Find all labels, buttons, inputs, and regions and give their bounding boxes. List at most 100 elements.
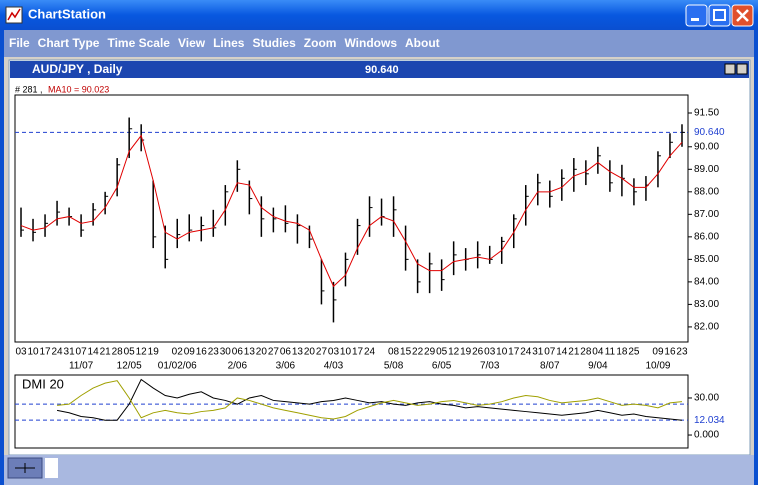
bar-count: # 281 , xyxy=(15,84,43,94)
x-tick-label: 12 xyxy=(448,347,460,358)
x-tick-label: 12 xyxy=(136,347,148,358)
x-tick-label: 07 xyxy=(76,347,88,358)
x-tick-label: 04 xyxy=(592,347,604,358)
minimize-icon xyxy=(691,18,699,21)
x-tick-label: 09 xyxy=(652,347,664,358)
x-tick-label: 28 xyxy=(580,347,592,358)
y-tick-label: 86.00 xyxy=(694,231,719,242)
x-tick-label: 07 xyxy=(544,347,556,358)
y-tick-label: 87.00 xyxy=(694,209,719,220)
y-tick-label: 85.00 xyxy=(694,254,719,265)
ma-line xyxy=(20,134,683,288)
price-plot-frame xyxy=(14,94,689,343)
close-chart-button[interactable] xyxy=(736,63,748,75)
dmi-line xyxy=(57,380,683,420)
x-tick-label: 21 xyxy=(100,347,112,358)
y-tick-label: 0.000 xyxy=(694,430,719,441)
x-tick-label: 31 xyxy=(64,347,76,358)
y-tick-label: 84.00 xyxy=(694,277,719,288)
x-tick-label: 05 xyxy=(124,347,136,358)
y-tick-label: 83.00 xyxy=(694,299,719,310)
x-tick-label: 27 xyxy=(268,347,280,358)
month-label: 3/06 xyxy=(276,361,296,372)
x-tick-label: 03 xyxy=(484,347,496,358)
x-tick-label: 31 xyxy=(532,347,544,358)
x-tick-label: 27 xyxy=(316,347,328,358)
dmi-plot-frame xyxy=(14,374,689,449)
month-label: 4/03 xyxy=(324,361,344,372)
x-tick-label: 03 xyxy=(328,347,340,358)
month-label: 8/07 xyxy=(540,361,560,372)
x-tick-label: 03 xyxy=(15,347,27,358)
y-tick-label: 82.00 xyxy=(694,322,719,333)
x-tick-label: 18 xyxy=(616,347,628,358)
chart-tab-icon xyxy=(15,463,35,473)
menu-bar xyxy=(4,30,754,57)
x-tick-label: 22 xyxy=(412,347,424,358)
chart-window-header xyxy=(10,61,749,78)
x-tick-label: 16 xyxy=(664,347,676,358)
symbol-label: AUD/JPY , Daily xyxy=(32,62,123,76)
dmi-line xyxy=(56,378,683,421)
minimize-button[interactable] xyxy=(685,4,708,27)
month-label: 9/04 xyxy=(588,361,608,372)
y-tick-label: 88.00 xyxy=(694,186,719,197)
menu-item[interactable]: About xyxy=(405,36,440,50)
x-tick-label: 20 xyxy=(304,347,316,358)
x-tick-label: 16 xyxy=(196,347,208,358)
y-tick-label: 89.00 xyxy=(694,164,719,175)
x-tick-label: 17 xyxy=(352,347,364,358)
app-icon-graph xyxy=(7,8,21,21)
x-tick-label: 23 xyxy=(208,347,220,358)
x-tick-label: 10 xyxy=(340,347,352,358)
x-tick-label: 29 xyxy=(424,347,436,358)
x-tick-label: 24 xyxy=(52,347,64,358)
x-tick-label: 15 xyxy=(400,347,412,358)
x-tick-label: 17 xyxy=(39,347,51,358)
ma-label: MA10 = 90.023 xyxy=(48,84,109,94)
month-label: 6/05 xyxy=(432,361,452,372)
menu-item[interactable]: Studies xyxy=(252,36,296,50)
x-tick-label: 13 xyxy=(292,347,304,358)
x-tick-label: 06 xyxy=(232,347,244,358)
y-tick-label: 30.00 xyxy=(694,393,719,404)
menu: File Chart Type Time Scale View Lines Studies… xyxy=(9,36,440,50)
last-value-label: 12.034 xyxy=(694,415,725,426)
x-tick-label: 14 xyxy=(556,347,568,358)
dmi-title: DMI 20 xyxy=(22,376,64,391)
menu-item[interactable]: View xyxy=(178,36,206,50)
header-price: 90.640 xyxy=(365,64,399,76)
menu-item[interactable]: File xyxy=(9,36,30,50)
menu-item[interactable]: Windows xyxy=(344,36,397,50)
maximize-button[interactable] xyxy=(708,4,731,27)
x-tick-label: 20 xyxy=(256,347,268,358)
x-tick-label: 08 xyxy=(388,347,400,358)
tab-spacer xyxy=(45,458,58,478)
y-tick-label: 90.00 xyxy=(694,141,719,152)
y-tick-label: 91.50 xyxy=(694,108,719,119)
menu-item[interactable]: Lines xyxy=(213,36,245,50)
x-tick-label: 10 xyxy=(27,347,39,358)
x-tick-label: 05 xyxy=(436,347,448,358)
x-tick-label: 25 xyxy=(628,347,640,358)
title-bar xyxy=(0,0,758,30)
x-tick-label: 28 xyxy=(112,347,124,358)
chart-window xyxy=(8,59,751,456)
x-tick-label: 24 xyxy=(520,347,532,358)
month-label: 10/09 xyxy=(645,361,670,372)
x-tick-label: 09 xyxy=(184,347,196,358)
menu-item[interactable]: Time Scale xyxy=(107,36,170,50)
menu-item[interactable]: Chart Type xyxy=(38,36,100,50)
maximize-icon xyxy=(713,9,726,21)
x-tick-label: 13 xyxy=(244,347,256,358)
x-tick-label: 06 xyxy=(280,347,292,358)
x-tick-label: 26 xyxy=(472,347,484,358)
x-tick-label: 17 xyxy=(508,347,520,358)
restore-button[interactable] xyxy=(724,63,736,75)
x-tick-label: 21 xyxy=(568,347,580,358)
x-tick-label: 24 xyxy=(364,347,376,358)
x-tick-label: 19 xyxy=(460,347,472,358)
month-label: 5/08 xyxy=(384,361,404,372)
menu-item[interactable]: Zoom xyxy=(304,36,337,50)
